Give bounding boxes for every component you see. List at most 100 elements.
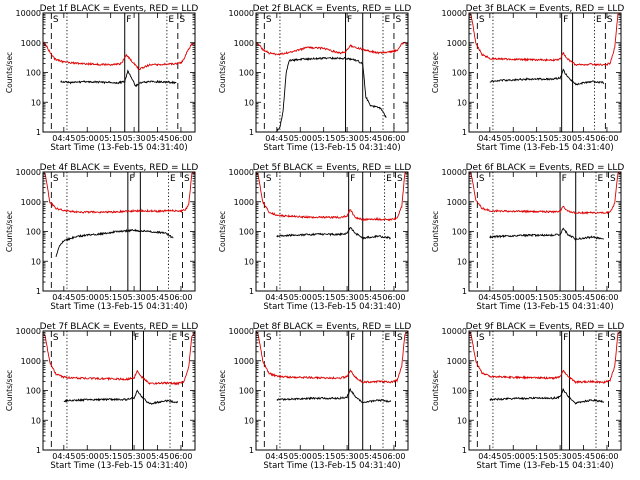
plot-area [469, 13, 621, 132]
time-marker-letter: S [184, 333, 190, 343]
y-axis-label: Counts/sec [431, 211, 440, 252]
x-axis-label: Start Time (13-Feb-15 04:31:40) [50, 461, 187, 471]
x-tick-label: 05:00 [76, 452, 99, 461]
y-tick-label: 10 [244, 98, 254, 107]
x-tick-label: 05:30 [123, 134, 146, 143]
time-marker-letter: E [170, 174, 176, 184]
y-tick-label: 100 [452, 69, 467, 78]
y-axis-label: Counts/sec [218, 211, 227, 252]
plot-frame [255, 171, 409, 292]
time-marker-letter: E [385, 15, 391, 25]
time-marker-letter: F [126, 15, 131, 25]
x-tick-label: 05:45 [359, 452, 382, 461]
y-tick-label: 1000 [21, 39, 41, 48]
y-tick-label: 10000 [16, 327, 41, 336]
y-tick-label: 100 [26, 387, 41, 396]
x-tick-label: 04:45 [265, 134, 288, 143]
y-tick-label: 10 [244, 257, 254, 266]
x-tick-label: 05:00 [289, 452, 312, 461]
y-tick-label: 1000 [234, 357, 254, 366]
y-axis-label: Counts/sec [5, 52, 14, 93]
plot-frame [468, 12, 622, 133]
y-tick-label: 1 [462, 446, 467, 455]
y-tick-label: 100 [452, 387, 467, 396]
series-line-events [489, 68, 605, 86]
x-tick-label: 05:15 [525, 452, 548, 461]
x-tick-label: 06:00 [595, 452, 618, 461]
y-tick-label: 1000 [21, 198, 41, 207]
x-axis-label: Start Time (13-Feb-15 04:31:40) [263, 461, 400, 471]
x-tick-label: 05:30 [549, 134, 572, 143]
x-tick-label: 05:15 [525, 293, 548, 302]
time-marker-letter: E [385, 333, 391, 343]
x-tick-label: 04:45 [478, 134, 501, 143]
y-tick-label: 10 [457, 257, 467, 266]
x-tick-label: 04:45 [52, 452, 75, 461]
x-axis-label: Start Time (13-Feb-15 04:31:40) [476, 143, 613, 153]
y-tick-label: 1000 [447, 198, 467, 207]
y-tick-label: 1 [462, 128, 467, 137]
series-line-events [276, 387, 392, 404]
y-axis-label: Counts/sec [218, 52, 227, 93]
x-tick-label: 05:30 [123, 293, 146, 302]
time-marker-letter: F [350, 333, 355, 343]
series-line-events [60, 69, 177, 88]
x-tick-label: 04:45 [52, 134, 75, 143]
series-line-events [489, 388, 605, 405]
y-tick-label: 1 [249, 287, 254, 296]
y-tick-label: 10 [31, 416, 41, 425]
x-tick-label: 05:45 [146, 452, 169, 461]
x-tick-label: 05:15 [312, 293, 335, 302]
x-tick-label: 05:15 [312, 452, 335, 461]
y-tick-label: 10000 [442, 327, 467, 336]
y-tick-label: 10000 [442, 168, 467, 177]
y-axis-label: Counts/sec [218, 370, 227, 411]
y-tick-label: 1000 [447, 39, 467, 48]
series-line-events [276, 56, 387, 132]
y-tick-label: 1000 [234, 198, 254, 207]
x-tick-label: 05:15 [99, 134, 122, 143]
y-tick-label: 100 [26, 228, 41, 237]
time-marker-letter: S [179, 15, 185, 25]
x-tick-label: 05:00 [502, 134, 525, 143]
time-marker-letter: E [386, 174, 392, 184]
series-line-lld [469, 331, 621, 385]
series-line-events [55, 228, 174, 257]
time-marker-letter: S [479, 15, 485, 25]
y-tick-label: 100 [239, 228, 254, 237]
time-marker-letter: F [563, 333, 568, 343]
x-tick-label: 05:30 [123, 452, 146, 461]
y-tick-label: 10000 [16, 168, 41, 177]
x-tick-label: 05:00 [502, 452, 525, 461]
panel-title: Det 5f BLACK = Events, RED = LLD [253, 163, 412, 173]
series-line-lld [43, 331, 195, 386]
x-tick-label: 04:45 [52, 293, 75, 302]
y-tick-label: 10 [244, 416, 254, 425]
x-tick-label: 06:00 [382, 134, 405, 143]
x-axis-label: Start Time (13-Feb-15 04:31:40) [263, 143, 400, 153]
y-tick-label: 1 [36, 287, 41, 296]
x-axis-label: Start Time (13-Feb-15 04:31:40) [476, 302, 613, 312]
x-tick-label: 06:00 [169, 134, 192, 143]
x-tick-label: 06:00 [382, 293, 405, 302]
x-tick-label: 05:45 [572, 134, 595, 143]
panel-title: Det 7f BLACK = Events, RED = LLD [40, 322, 199, 332]
time-marker-letter: F [562, 174, 567, 184]
time-marker-letter: E [596, 15, 602, 25]
time-marker-letter: E [598, 333, 604, 343]
x-tick-label: 05:45 [359, 293, 382, 302]
x-tick-label: 05:30 [336, 134, 359, 143]
y-axis-label: Counts/sec [5, 211, 14, 252]
x-tick-label: 05:30 [336, 293, 359, 302]
y-tick-label: 10 [31, 98, 41, 107]
x-tick-label: 05:45 [572, 452, 595, 461]
x-tick-label: 05:00 [502, 293, 525, 302]
time-marker-letter: S [479, 333, 485, 343]
panel-title: Det 3f BLACK = Events, RED = LLD [466, 4, 625, 14]
x-tick-label: 05:00 [76, 293, 99, 302]
